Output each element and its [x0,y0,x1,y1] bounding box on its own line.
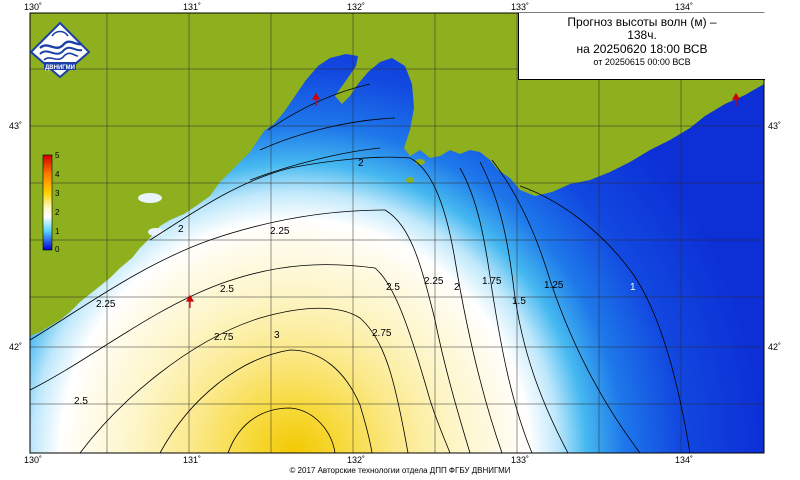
lon-label: 132˚ [347,2,366,12]
lon-label: 130˚ [24,2,43,12]
contour-1.25 [491,159,641,453]
lon-label: 133˚ [511,455,530,465]
title-line: на 20250620 18:00 ВСВ [576,42,708,56]
contour-label: 2.25 [270,226,290,237]
contour-3.25 [227,407,336,453]
land-mass [30,13,764,336]
lon-label: 131˚ [183,2,202,12]
legend-label: 3 [55,189,60,198]
dvnigmi-logo: ДВНИГМИ [29,21,91,79]
island [148,228,164,236]
island [516,179,524,185]
contour-label: 2.75 [372,328,392,339]
contour-1.5-north [259,117,396,151]
lon-label: 133˚ [511,2,530,12]
lon-label: 134˚ [675,2,694,12]
contour-label: 2.5 [74,396,88,407]
lat-label: 42˚ [768,342,782,352]
contour-1.25-north [267,83,371,131]
contour-1 [519,185,691,453]
contour-2.5 [30,264,451,453]
forecast-title-box: Прогноз высоты волн (м) – 138ч. на 20250… [518,13,765,80]
legend-label: 0 [55,245,60,254]
contour-3 [159,349,373,453]
contour-1.5 [479,161,569,453]
legend-label: 5 [55,151,60,160]
contour-2-north [249,147,381,181]
lat-label: 42˚ [9,342,23,352]
title-line: 138ч. [627,28,657,42]
contour-label: 2.5 [386,282,400,293]
contour-label: 1 [630,282,636,293]
contour-label: 1.25 [544,280,564,291]
lat-label: 43˚ [9,121,23,131]
contour-label: 1.75 [482,276,502,287]
title-subline: от 20250615 00:00 ВСВ [593,57,691,67]
lon-label: 134˚ [675,455,694,465]
contour-label: 3 [274,330,280,341]
contour-label: 2 [454,282,460,293]
legend-label: 4 [55,170,60,179]
legend-label: 2 [55,208,60,217]
contour-1.75 [459,167,533,453]
island [406,177,414,183]
legend-label: 1 [55,227,60,236]
legend-bar [42,154,53,251]
contour-label: 2.25 [424,276,444,287]
contour-label: 2.25 [96,299,116,310]
contour-label: 2 [358,158,364,169]
graticule [30,13,764,453]
title-line: Прогноз высоты волн (м) – [567,15,717,29]
contour-2.25 [30,209,471,453]
lon-label: 131˚ [183,455,202,465]
lon-label: 130˚ [24,455,43,465]
map-border [29,12,765,454]
contour-label: 2.5 [220,284,234,295]
logo-text: ДВНИГМИ [45,65,75,71]
contour-label: 1.5 [512,296,526,307]
lat-label: 43˚ [768,121,782,131]
contour-2.75 [79,307,409,453]
contour-2 [149,156,503,453]
contour-label: 2.75 [214,332,234,343]
contour-label: 2 [178,224,184,235]
copyright-footer: © 2017 Авторские технологии отдела ДПП Ф… [289,466,511,475]
contour-lines [30,83,691,453]
lon-label: 132˚ [347,455,366,465]
legend [42,154,53,251]
island [138,193,162,203]
direction-arrows [185,92,741,308]
